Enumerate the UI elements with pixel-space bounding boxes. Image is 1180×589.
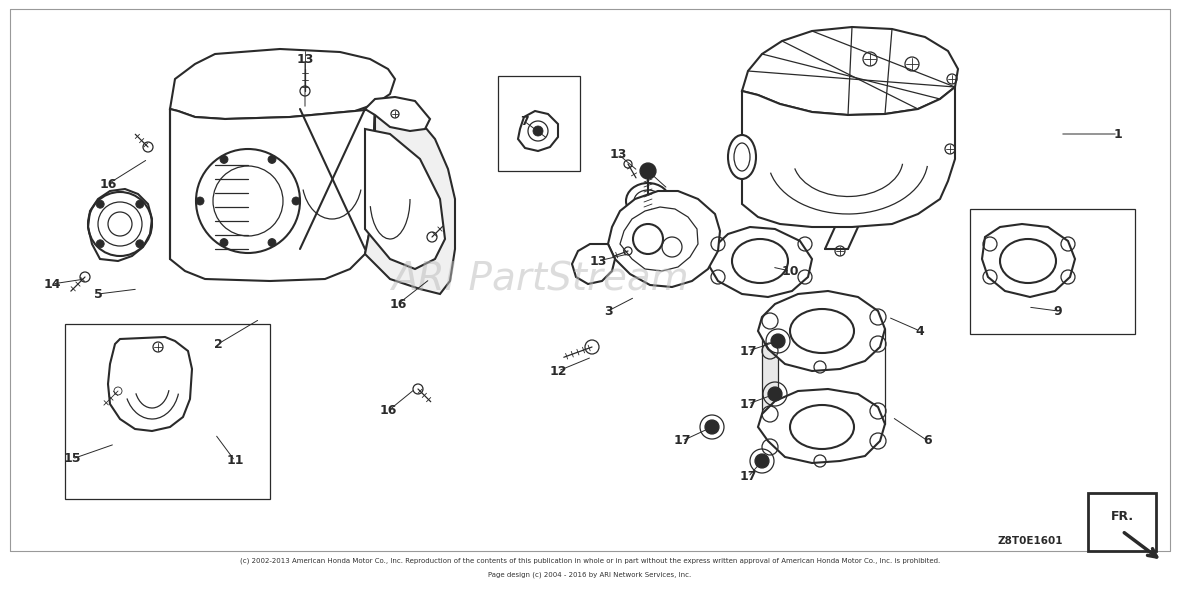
Text: ARI PartStream: ARI PartStream <box>392 260 689 298</box>
Text: 9: 9 <box>1054 305 1062 317</box>
Polygon shape <box>109 337 192 431</box>
Text: 16: 16 <box>379 405 396 418</box>
Polygon shape <box>758 389 885 463</box>
Text: 16: 16 <box>389 297 407 310</box>
Polygon shape <box>708 227 812 297</box>
Text: 2: 2 <box>214 337 222 350</box>
Text: 13: 13 <box>609 147 627 160</box>
Polygon shape <box>518 111 558 151</box>
Polygon shape <box>365 129 445 269</box>
Text: FR.: FR. <box>1110 511 1134 524</box>
Text: 3: 3 <box>604 305 612 317</box>
Circle shape <box>136 200 144 208</box>
Polygon shape <box>982 224 1075 297</box>
Circle shape <box>533 126 543 136</box>
Circle shape <box>755 454 769 468</box>
Polygon shape <box>365 109 455 294</box>
Text: 17: 17 <box>739 345 756 358</box>
Text: 15: 15 <box>64 452 80 465</box>
Polygon shape <box>762 317 778 414</box>
Circle shape <box>268 239 276 247</box>
Text: 7: 7 <box>519 114 529 127</box>
Text: 10: 10 <box>781 264 799 277</box>
Circle shape <box>219 155 228 163</box>
Text: 17: 17 <box>739 398 756 411</box>
Bar <box>498 76 581 171</box>
Text: 17: 17 <box>674 435 690 448</box>
Polygon shape <box>742 27 958 115</box>
Polygon shape <box>758 291 885 371</box>
Text: 13: 13 <box>296 52 314 65</box>
Text: 5: 5 <box>93 287 103 300</box>
Polygon shape <box>88 189 152 261</box>
Text: (c) 2002-2013 American Honda Motor Co., Inc. Reproduction of the contents of thi: (c) 2002-2013 American Honda Motor Co., … <box>240 558 940 564</box>
Text: 17: 17 <box>739 471 756 484</box>
Circle shape <box>704 420 719 434</box>
Text: 13: 13 <box>589 254 607 267</box>
Text: 14: 14 <box>44 277 60 290</box>
Text: Z8T0E1601: Z8T0E1601 <box>997 536 1063 546</box>
Polygon shape <box>608 191 720 287</box>
Text: 8: 8 <box>643 164 653 177</box>
Circle shape <box>97 240 104 248</box>
Text: 4: 4 <box>916 325 924 337</box>
Text: 16: 16 <box>99 177 117 190</box>
Text: 11: 11 <box>227 455 244 468</box>
Circle shape <box>136 240 144 248</box>
Polygon shape <box>620 207 699 271</box>
Text: 1: 1 <box>1114 127 1122 141</box>
Text: Page design (c) 2004 - 2016 by ARI Network Services, Inc.: Page design (c) 2004 - 2016 by ARI Netwo… <box>489 572 691 578</box>
Text: 12: 12 <box>549 365 566 378</box>
Polygon shape <box>170 49 395 119</box>
Circle shape <box>219 239 228 247</box>
Circle shape <box>640 163 656 179</box>
Circle shape <box>771 334 785 348</box>
Bar <box>970 209 1135 334</box>
Circle shape <box>196 197 204 205</box>
Circle shape <box>97 200 104 208</box>
Circle shape <box>291 197 300 205</box>
Polygon shape <box>365 97 430 131</box>
Polygon shape <box>742 87 955 227</box>
Ellipse shape <box>728 135 756 179</box>
Bar <box>65 324 270 499</box>
Ellipse shape <box>627 183 670 219</box>
Text: 6: 6 <box>924 435 932 448</box>
Polygon shape <box>170 109 375 281</box>
Polygon shape <box>572 244 615 284</box>
Circle shape <box>768 387 782 401</box>
Bar <box>1088 493 1156 551</box>
Circle shape <box>268 155 276 163</box>
